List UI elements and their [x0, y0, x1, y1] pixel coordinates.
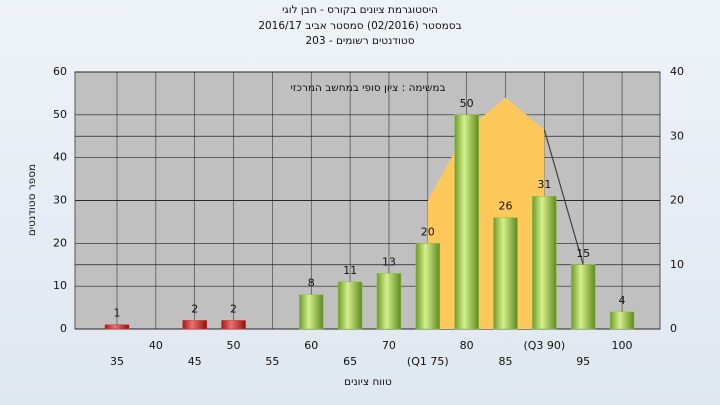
value-label: 2 [191, 302, 198, 315]
x-tick-label: 80 [460, 339, 474, 352]
x-tick-label: 55 [265, 355, 279, 368]
annotation: במשימה : ציון סופי במחשב המרכזי [290, 82, 445, 94]
chart-title: היסטוגרמת ציונים בקורס - חבן לוגי [282, 4, 438, 16]
x-tick-label: 100 [612, 339, 633, 352]
y-tick-label: 0 [60, 322, 67, 335]
x-tick-label: 45 [188, 355, 202, 368]
y2-tick-label: 30 [670, 129, 684, 142]
bar [570, 264, 596, 330]
x-tick-label: 65 [343, 355, 357, 368]
value-label: 1 [114, 307, 121, 320]
y2-tick-label: 40 [670, 65, 684, 78]
y-tick-label: 60 [53, 65, 67, 78]
x-tick-label: (Q3 90) [523, 339, 565, 352]
y-axis-label: מספר סטודנטים [26, 164, 38, 236]
y2-tick-label: 10 [670, 258, 684, 271]
y-tick-label: 10 [53, 279, 67, 292]
value-label: 26 [499, 200, 513, 213]
x-tick-label: 95 [576, 355, 590, 368]
bar [532, 195, 557, 330]
bar [454, 114, 479, 330]
y2-tick-label: 0 [670, 322, 677, 335]
value-label: 31 [537, 178, 551, 191]
x-tick-label: 35 [110, 355, 124, 368]
value-label: 13 [382, 255, 396, 268]
line [543, 129, 584, 265]
value-label: 8 [308, 277, 315, 290]
value-label: 11 [343, 264, 357, 277]
bar [609, 311, 635, 330]
value-label: 50 [460, 97, 474, 110]
x-tick-label: 40 [149, 339, 163, 352]
bar [337, 281, 363, 330]
chart-subtitle: בסמסטר (02/2016) סמסטר אביב 2016/17 [258, 20, 461, 32]
y-tick-label: 20 [53, 236, 67, 249]
x-axis-label: טווח ציונים [344, 376, 392, 388]
x-tick-label: 85 [499, 355, 513, 368]
x-tick-label: 50 [227, 339, 241, 352]
x-tick-label: 70 [382, 339, 396, 352]
y-tick-label: 50 [53, 108, 67, 121]
value-label: 20 [421, 225, 435, 238]
y-tick-label: 30 [53, 194, 67, 207]
bar [415, 243, 441, 330]
x-tick-label: (Q1 75) [407, 355, 449, 368]
bar [104, 324, 130, 330]
bar [376, 273, 402, 330]
y2-tick-label: 20 [670, 194, 684, 207]
value-label: 4 [619, 294, 626, 307]
value-label: 2 [230, 302, 237, 315]
y-tick-label: 40 [53, 151, 67, 164]
x-tick-label: 60 [304, 339, 318, 352]
chart-subtitle: סטודנטים רשומים - 203 [305, 35, 414, 47]
bar [182, 320, 207, 330]
bar [299, 294, 324, 330]
value-label: 15 [576, 247, 590, 260]
bar [493, 217, 518, 330]
bar [221, 320, 246, 330]
